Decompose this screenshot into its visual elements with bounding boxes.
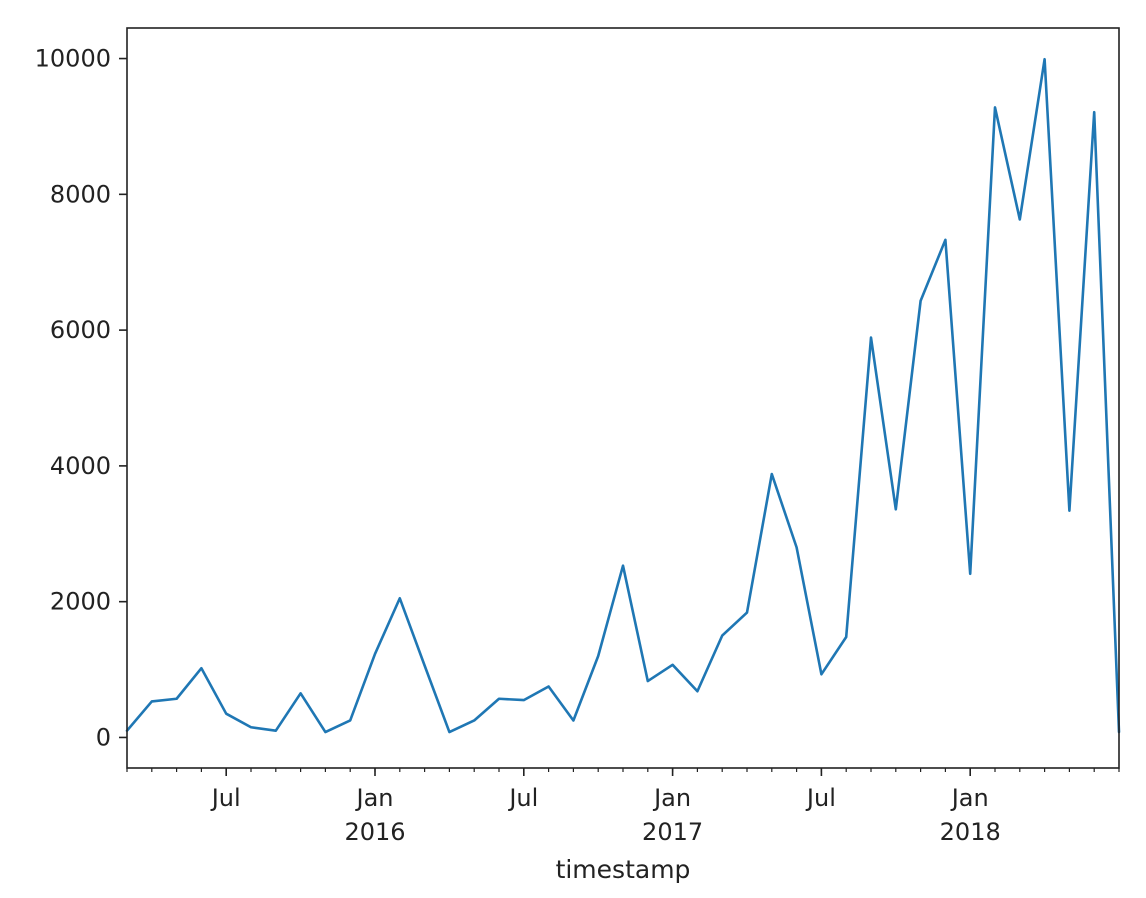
x-tick-label: Jan [652, 784, 691, 812]
x-tick-label: Jan [355, 784, 394, 812]
plot-background [127, 28, 1119, 768]
y-tick-label: 8000 [50, 180, 111, 208]
x-axis-label: timestamp [556, 855, 691, 884]
y-tick-label: 6000 [50, 316, 111, 344]
x-tick-label: Jul [210, 784, 241, 812]
y-tick-label: 2000 [50, 588, 111, 616]
y-tick-label: 10000 [35, 45, 111, 73]
y-tick-label: 0 [96, 723, 111, 751]
x-axis: Jul Jan 2016 Jul Jan 2017 Jul Jan 2018 [126, 768, 1120, 846]
y-tick-label: 4000 [50, 452, 111, 480]
x-tick-label: Jan [950, 784, 989, 812]
plot-frame [126, 27, 1120, 769]
x-tick-year-label: 2018 [940, 818, 1001, 846]
y-axis: 0 2000 4000 6000 8000 10000 [35, 45, 127, 751]
x-tick-year-label: 2017 [642, 818, 703, 846]
series-line [125, 57, 1121, 734]
x-tick-label: Jul [805, 784, 836, 812]
x-tick-year-label: 2016 [344, 818, 405, 846]
x-tick-label: Jul [507, 784, 538, 812]
series-group [125, 57, 1121, 734]
